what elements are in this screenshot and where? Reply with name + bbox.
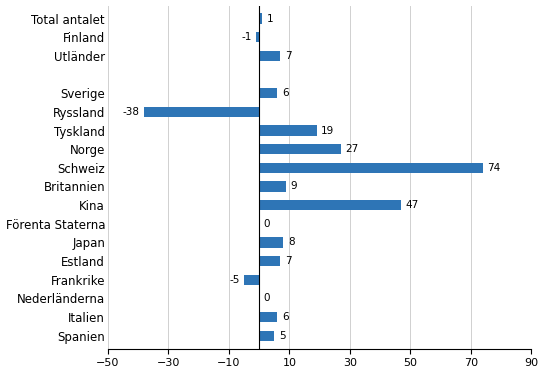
Text: 6: 6: [282, 312, 288, 322]
Text: -38: -38: [122, 107, 140, 117]
Bar: [259, 88, 277, 98]
Text: 27: 27: [345, 144, 358, 154]
Bar: [256, 32, 259, 42]
Text: 8: 8: [288, 237, 294, 248]
Text: 47: 47: [406, 200, 419, 210]
Text: 1: 1: [267, 13, 273, 24]
Bar: [259, 163, 483, 173]
Text: -5: -5: [229, 275, 239, 285]
Bar: [144, 107, 259, 117]
Bar: [259, 51, 280, 61]
Bar: [259, 181, 286, 191]
Text: 7: 7: [285, 256, 292, 266]
Text: 7: 7: [285, 51, 292, 61]
Text: 9: 9: [291, 181, 298, 191]
Text: 74: 74: [487, 163, 501, 173]
Bar: [259, 200, 401, 210]
Bar: [259, 331, 274, 341]
Bar: [259, 256, 280, 266]
Bar: [259, 237, 283, 248]
Text: 19: 19: [321, 126, 335, 135]
Bar: [259, 144, 341, 154]
Bar: [244, 275, 259, 285]
Text: 0: 0: [264, 219, 270, 229]
Bar: [259, 312, 277, 322]
Text: -1: -1: [241, 32, 251, 42]
Bar: [259, 125, 317, 136]
Bar: [259, 13, 262, 24]
Text: 5: 5: [279, 331, 286, 341]
Text: 0: 0: [264, 293, 270, 303]
Text: 6: 6: [282, 88, 288, 98]
